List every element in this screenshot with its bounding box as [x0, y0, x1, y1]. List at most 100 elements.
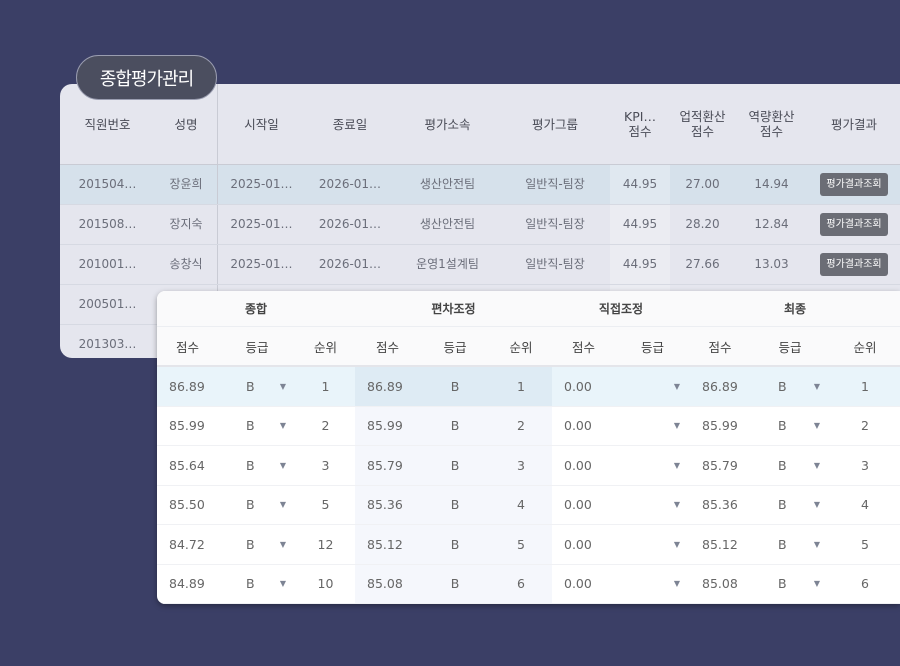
- cell-name: 장지숙: [155, 205, 218, 244]
- grade-select[interactable]: ▼: [615, 407, 690, 446]
- cell-value: 5: [861, 536, 869, 552]
- chevron-down-icon[interactable]: ▼: [279, 579, 286, 589]
- cell-dept: 생산안전팀: [419, 177, 476, 191]
- column-header[interactable]: 성명: [155, 84, 218, 164]
- grade-select[interactable]: B ▼: [218, 525, 296, 564]
- cell: 0.00: [552, 407, 615, 446]
- grade-select[interactable]: B ▼: [750, 407, 830, 446]
- chevron-down-icon[interactable]: ▼: [813, 500, 820, 510]
- cell: 6: [490, 564, 552, 603]
- cell-end: 2026-01…: [318, 257, 382, 271]
- sub-header-cell[interactable]: 점수: [175, 339, 199, 355]
- cell-value: 1: [321, 378, 330, 394]
- chevron-down-icon[interactable]: ▼: [673, 421, 680, 431]
- grade-select[interactable]: ▼: [615, 486, 690, 525]
- column-header[interactable]: 직원번호: [84, 116, 131, 132]
- grade-select[interactable]: B ▼: [750, 565, 830, 604]
- cell: 85.12: [355, 525, 420, 564]
- cell-id: 201001…: [78, 257, 137, 271]
- cell: 84.72: [157, 525, 218, 564]
- chevron-down-icon[interactable]: ▼: [673, 539, 680, 549]
- table-row[interactable]: 201508… 장지숙 2025-01… 2026-01… 생산안전팀 일반직-팀장 44.…: [60, 205, 900, 245]
- sub-header-cell[interactable]: 등급: [640, 339, 664, 355]
- chevron-down-icon[interactable]: ▼: [813, 421, 820, 431]
- column-header[interactable]: 평가그룹: [531, 116, 578, 132]
- column-header[interactable]: 평가결과: [830, 116, 877, 132]
- sub-header-cell[interactable]: 등급: [245, 339, 269, 355]
- chevron-down-icon[interactable]: ▼: [813, 579, 820, 589]
- grade-select[interactable]: B ▼: [218, 367, 296, 406]
- cell-value: 1: [517, 378, 525, 394]
- grade-select[interactable]: ▼: [615, 525, 690, 564]
- chevron-down-icon[interactable]: ▼: [673, 579, 680, 589]
- grade-select[interactable]: B ▼: [218, 486, 296, 525]
- view-result-button[interactable]: 평가결과조회: [820, 253, 888, 276]
- sub-header-cell[interactable]: 순위: [313, 339, 337, 355]
- score-row[interactable]: 85.50 B ▼ 5 85.36 B 4 0.00 ▼ 85.36 B ▼ 4: [157, 485, 900, 525]
- chevron-down-icon[interactable]: ▼: [279, 539, 286, 549]
- score-detail-panel: 종합 편차조정 직접조정 최종 점수 등급 순위 점수 등급 순위 점수 등급 점수 등급 순위 8…: [157, 291, 900, 604]
- chevron-down-icon[interactable]: ▼: [279, 421, 286, 431]
- grade-select[interactable]: ▼: [615, 367, 690, 406]
- cell: 85.99: [157, 407, 218, 446]
- cell-value: 84.72: [169, 536, 205, 552]
- cell-value: B: [450, 536, 460, 552]
- cell-value: B: [778, 457, 787, 473]
- column-header[interactable]: 업적환산 점수: [679, 109, 726, 139]
- cell-value: B: [778, 497, 787, 513]
- chevron-down-icon[interactable]: ▼: [279, 500, 286, 510]
- sub-header-cell[interactable]: 점수: [708, 339, 732, 355]
- grade-select[interactable]: B ▼: [750, 446, 830, 485]
- view-result-button[interactable]: 평가결과조회: [820, 213, 888, 236]
- score-row[interactable]: 86.89 B ▼ 1 86.89 B 1 0.00 ▼ 86.89 B ▼ 1: [157, 367, 900, 407]
- grade-select[interactable]: B ▼: [750, 367, 830, 406]
- sub-header-cell[interactable]: 순위: [853, 339, 877, 355]
- sub-header-cell[interactable]: 순위: [509, 339, 533, 355]
- cell-value: 85.08: [367, 576, 403, 592]
- score-row[interactable]: 84.72 B ▼ 12 85.12 B 5 0.00 ▼ 85.12 B ▼ 5: [157, 525, 900, 565]
- cell-value: 85.08: [702, 576, 738, 592]
- grade-select[interactable]: B ▼: [750, 486, 830, 525]
- column-header[interactable]: 역량환산 점수: [748, 109, 795, 139]
- grade-select[interactable]: ▼: [615, 446, 690, 485]
- score-row[interactable]: 85.99 B ▼ 2 85.99 B 2 0.00 ▼ 85.99 B ▼ 2: [157, 406, 900, 446]
- cell: B: [420, 367, 490, 406]
- chevron-down-icon[interactable]: ▼: [813, 460, 820, 470]
- grade-select[interactable]: ▼: [615, 565, 690, 604]
- table-row[interactable]: 201001… 송창식 2025-01… 2026-01… 운영1설계팀 일반직-팀장 44…: [60, 245, 900, 285]
- group-total: 종합: [244, 302, 268, 316]
- chevron-down-icon[interactable]: ▼: [673, 460, 680, 470]
- column-header[interactable]: KPI… 점수: [624, 109, 656, 139]
- table-row[interactable]: 201504… 장윤희 2025-01… 2026-01… 생산안전팀 일반직-팀장 44.…: [60, 165, 900, 205]
- cell: 1: [296, 367, 355, 406]
- chevron-down-icon[interactable]: ▼: [813, 381, 820, 391]
- chevron-down-icon[interactable]: ▼: [673, 500, 680, 510]
- score-row[interactable]: 84.89 B ▼ 10 85.08 B 6 0.00 ▼ 85.08 B ▼ 6: [157, 564, 900, 604]
- grade-select[interactable]: B ▼: [750, 525, 830, 564]
- grade-select[interactable]: B ▼: [218, 446, 296, 485]
- chevron-down-icon[interactable]: ▼: [279, 460, 286, 470]
- cell-value: 0.00: [564, 576, 592, 592]
- sub-header-cell[interactable]: 등급: [778, 339, 802, 355]
- chevron-down-icon[interactable]: ▼: [813, 539, 820, 549]
- sub-header-cell[interactable]: 등급: [443, 339, 467, 355]
- cell-action: 평가결과조회: [808, 245, 900, 284]
- cell-value: 5: [321, 497, 330, 513]
- cell-value: B: [778, 576, 787, 592]
- cell: B: [420, 485, 490, 524]
- cell-value: 0.00: [564, 418, 592, 434]
- grade-select[interactable]: B ▼: [218, 407, 296, 446]
- chevron-down-icon[interactable]: ▼: [673, 381, 680, 391]
- score-row[interactable]: 85.64 B ▼ 3 85.79 B 3 0.00 ▼ 85.79 B ▼ 3: [157, 446, 900, 486]
- sub-header-cell[interactable]: 점수: [571, 339, 595, 355]
- view-result-button[interactable]: 평가결과조회: [820, 173, 888, 196]
- chevron-down-icon[interactable]: ▼: [279, 381, 286, 391]
- column-header[interactable]: 종료일: [332, 116, 368, 132]
- grade-select[interactable]: B ▼: [218, 565, 296, 604]
- cell-value: B: [450, 497, 460, 513]
- cell-action: 평가결과조회: [808, 205, 900, 244]
- column-header[interactable]: 평가소속: [424, 116, 471, 132]
- column-header[interactable]: 시작일: [244, 116, 279, 132]
- cell: 4: [490, 485, 552, 524]
- sub-header-cell[interactable]: 점수: [375, 339, 399, 355]
